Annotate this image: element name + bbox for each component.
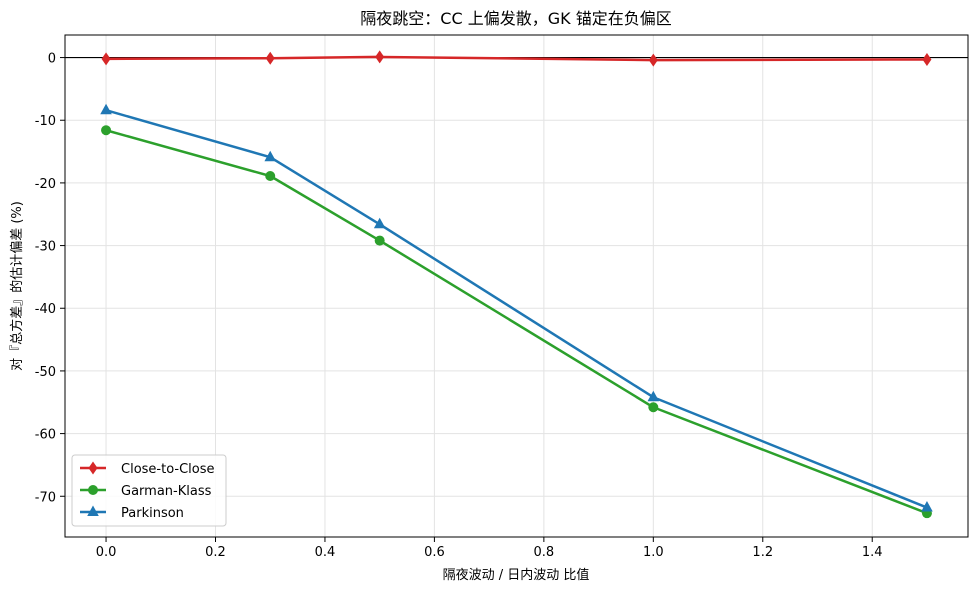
data-point-parkinson (373, 217, 386, 229)
series-line-parkinson (105, 109, 928, 509)
data-point-parkinson (264, 150, 277, 162)
y-tick-label: -50 (35, 365, 56, 380)
data-point-garman-klass (648, 402, 659, 413)
chart-title: 隔夜跳空：CC 上偏发散，GK 锚定在负偏区 (360, 9, 671, 28)
x-tick-label: 1.0 (643, 545, 664, 560)
data-point-close-to-close (101, 52, 111, 66)
data-point-close-to-close (375, 50, 385, 64)
data-point-parkinson (100, 103, 112, 115)
y-tick-label: -60 (35, 428, 56, 443)
series-garman-klass (101, 125, 932, 519)
series-parkinson (100, 103, 933, 512)
x-tick-label: 0.8 (534, 545, 555, 560)
x-axis-ticks: 0.0 0.2 0.4 0.6 0.8 1.0 1.2 1.4 (96, 537, 883, 560)
legend-marker-close-to-close (88, 461, 98, 475)
x-tick-label: 0.6 (424, 545, 445, 560)
series-close-to-close (101, 50, 932, 67)
series-group (100, 50, 933, 519)
y-axis-ticks: 0 -10 -20 -30 -40 -50 -60 -70 (35, 52, 65, 505)
data-point-parkinson (921, 501, 933, 512)
legend-marker-garman-klass (88, 485, 98, 495)
legend-box (71, 454, 227, 527)
data-point-close-to-close (922, 52, 932, 66)
x-tick-label: 1.2 (752, 545, 773, 560)
legend-label-parkinson: Parkinson (121, 506, 184, 521)
data-point-close-to-close (648, 53, 658, 67)
y-tick-label: -70 (35, 490, 56, 505)
y-tick-label: -30 (35, 240, 56, 255)
data-point-garman-klass (101, 125, 112, 136)
y-axis-label: 对『总方差』的估计偏差 (%) (9, 201, 25, 371)
legend: Close-to-Close Garman-Klass Parkinson (71, 454, 227, 527)
x-tick-label: 0.4 (315, 545, 336, 560)
x-axis-label: 隔夜波动 / 日内波动 比值 (443, 567, 590, 583)
grid-lines (65, 35, 968, 537)
y-tick-label: -10 (35, 114, 56, 129)
x-tick-label: 1.4 (862, 545, 883, 560)
data-point-close-to-close (265, 51, 275, 65)
legend-marker-parkinson (87, 505, 99, 516)
data-point-garman-klass (374, 235, 385, 246)
y-tick-label: 0 (48, 52, 56, 67)
x-tick-label: 0.2 (205, 545, 226, 560)
x-tick-label: 0.0 (96, 545, 117, 560)
data-point-parkinson (647, 390, 660, 402)
plot-frame (64, 34, 969, 538)
data-point-garman-klass (265, 171, 276, 182)
y-tick-label: -20 (35, 177, 56, 192)
legend-label-close-to-close: Close-to-Close (121, 462, 215, 477)
legend-label-garman-klass: Garman-Klass (121, 484, 212, 499)
y-tick-label: -40 (35, 302, 56, 317)
series-line-garman-klass (105, 129, 928, 515)
